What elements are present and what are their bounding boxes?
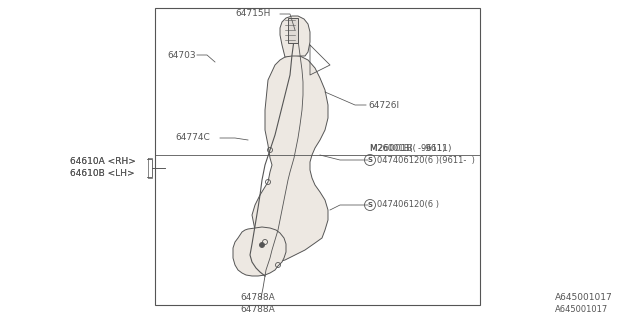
Text: 64715H: 64715H <box>235 10 270 19</box>
Text: 64788A: 64788A <box>240 293 275 302</box>
Text: 64610B <LH>: 64610B <LH> <box>70 170 134 179</box>
Text: 64703: 64703 <box>167 51 196 60</box>
Polygon shape <box>233 227 286 276</box>
Text: S: S <box>367 157 372 163</box>
Text: S: S <box>367 202 372 208</box>
Text: 64610A <RH>: 64610A <RH> <box>70 157 136 166</box>
Text: A645001017: A645001017 <box>555 293 612 302</box>
Polygon shape <box>280 16 310 57</box>
Text: 047406120(6 ): 047406120(6 ) <box>377 201 439 210</box>
Text: M26001B(  -9611): M26001B( -9611) <box>370 143 451 153</box>
Text: 64610A <RH>: 64610A <RH> <box>70 157 136 166</box>
Text: 64726I: 64726I <box>368 100 399 109</box>
Bar <box>288 18 298 43</box>
Text: 64774C: 64774C <box>175 133 210 142</box>
Circle shape <box>259 243 264 247</box>
Text: 64788A: 64788A <box>240 306 275 315</box>
Text: M26001B(  -9611): M26001B( -9611) <box>370 143 445 153</box>
Text: A645001017: A645001017 <box>555 306 608 315</box>
Polygon shape <box>252 55 328 262</box>
Bar <box>155 8 480 305</box>
Text: 047406120(6 )(9611-  ): 047406120(6 )(9611- ) <box>377 156 475 164</box>
Text: 64610B <LH>: 64610B <LH> <box>70 170 134 179</box>
